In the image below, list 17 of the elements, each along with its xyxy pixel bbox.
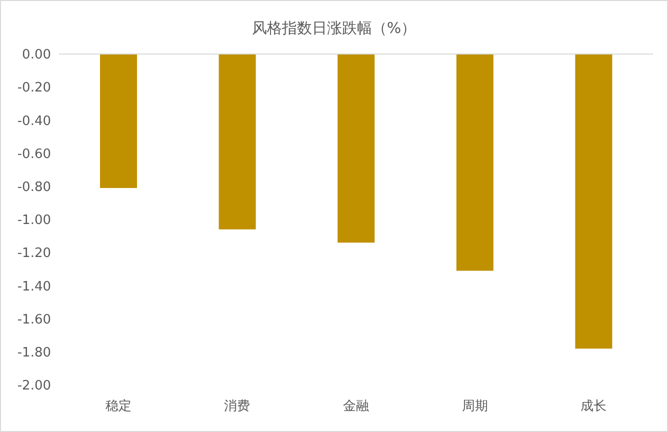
x-tick-label: 金融 bbox=[343, 399, 369, 414]
y-tick-label: -0.80 bbox=[17, 180, 51, 196]
x-tick-label: 成长 bbox=[580, 399, 607, 414]
y-tick-label: -1.60 bbox=[17, 312, 51, 328]
chart-title: 风格指数日涨跌幅（%） bbox=[250, 19, 418, 38]
y-tick-label: -0.20 bbox=[17, 80, 51, 96]
x-tick-label: 消费 bbox=[224, 399, 250, 414]
y-tick-label: -2.00 bbox=[17, 378, 51, 394]
y-tick-label: -0.40 bbox=[17, 114, 51, 129]
y-tick-label: -1.00 bbox=[17, 213, 51, 228]
y-tick-label: 0.00 bbox=[22, 48, 51, 63]
y-tick-label: -1.40 bbox=[17, 279, 51, 294]
y-tick-label: -1.20 bbox=[17, 246, 51, 262]
y-tick-label: -1.80 bbox=[17, 346, 51, 361]
x-tick-label: 周期 bbox=[462, 399, 488, 414]
y-tick-label: -0.60 bbox=[17, 146, 51, 162]
x-tick-label: 稳定 bbox=[105, 399, 132, 414]
